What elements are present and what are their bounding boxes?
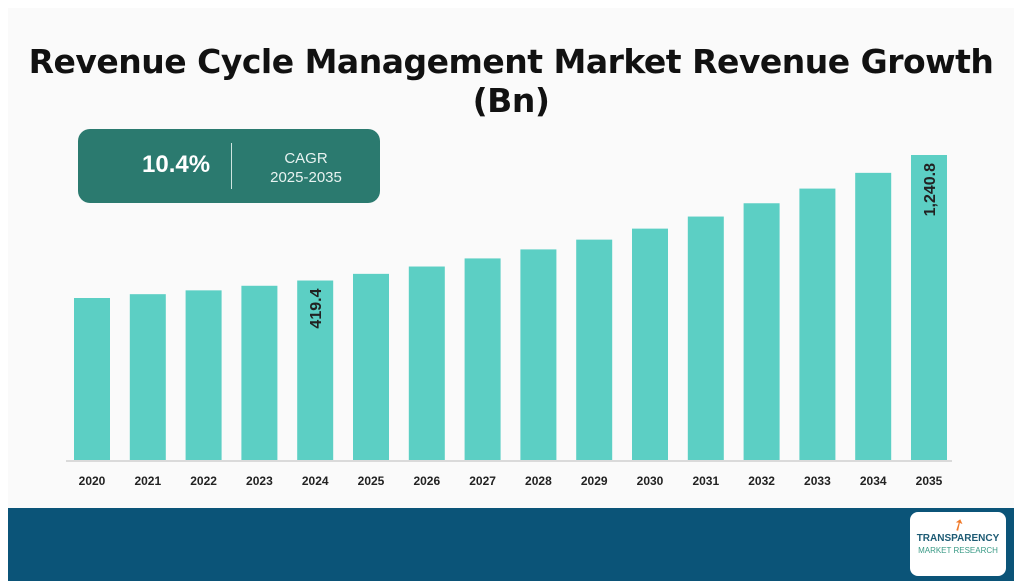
bar-2034 xyxy=(855,172,892,460)
x-tick-label: 2025 xyxy=(358,474,385,488)
x-tick-label: 2031 xyxy=(692,474,719,488)
bar-2022 xyxy=(185,290,222,460)
bar-2031 xyxy=(687,216,724,460)
bar-2033 xyxy=(799,188,836,460)
cagr-box: 10.4% CAGR 2025-2035 xyxy=(78,129,380,203)
x-tick-label: 2032 xyxy=(748,474,775,488)
chart-background xyxy=(8,8,1014,581)
bar-2028 xyxy=(520,249,557,460)
bar-2020 xyxy=(74,298,110,460)
x-tick-label: 2022 xyxy=(190,474,217,488)
x-tick-label: 2030 xyxy=(637,474,664,488)
x-tick-label: 2034 xyxy=(860,474,887,488)
x-tick-label: 2024 xyxy=(302,474,329,488)
x-tick-label: 2033 xyxy=(804,474,831,488)
x-tick-label: 2021 xyxy=(134,474,161,488)
bar-2032 xyxy=(743,203,780,460)
data-label-2024: 419.4 xyxy=(308,288,325,328)
bar-2025 xyxy=(353,273,389,460)
x-tick-label: 2028 xyxy=(525,474,552,488)
cagr-label: CAGR xyxy=(284,150,328,167)
footer-band xyxy=(8,508,1014,581)
bar-2035 xyxy=(911,155,947,460)
bar-2027 xyxy=(464,258,501,460)
company-logo: ➚ TRANSPARENCY MARKET RESEARCH xyxy=(910,512,1006,576)
x-tick-label: 2023 xyxy=(246,474,273,488)
cagr-period: 2025-2035 xyxy=(270,169,342,186)
cagr-value: 10.4% xyxy=(142,151,211,178)
bar-2026 xyxy=(408,266,445,460)
bar-2023 xyxy=(241,285,278,460)
data-label-2035: 1,240.8 xyxy=(922,163,939,216)
x-tick-label: 2027 xyxy=(469,474,496,488)
bar-2021 xyxy=(129,294,166,460)
logo-text-line2: MARKET RESEARCH xyxy=(918,546,998,555)
x-tick-label: 2035 xyxy=(916,474,943,488)
x-tick-label: 2020 xyxy=(79,474,106,488)
bar-2029 xyxy=(576,239,613,460)
logo-text-line1: TRANSPARENCY xyxy=(916,533,1000,544)
bar-2030 xyxy=(632,228,668,460)
chart-title: Revenue Cycle Management Market Revenue … xyxy=(28,42,994,120)
x-tick-label: 2026 xyxy=(413,474,440,488)
cagr-label-block: CAGR 2025-2035 xyxy=(256,149,356,187)
x-tick-label: 2029 xyxy=(581,474,608,488)
bar-2024 xyxy=(297,280,334,460)
cagr-divider xyxy=(231,143,232,189)
